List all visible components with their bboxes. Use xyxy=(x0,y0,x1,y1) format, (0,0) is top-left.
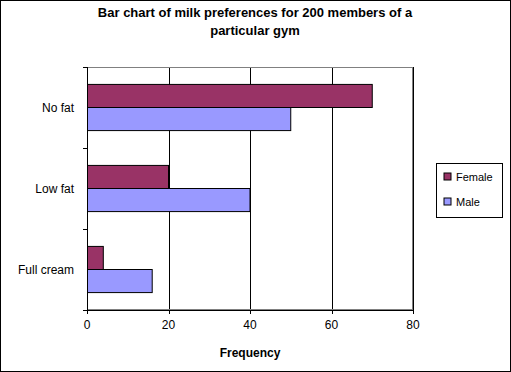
bar xyxy=(87,189,250,212)
plot-area xyxy=(87,67,413,310)
x-tick-label: 20 xyxy=(162,318,176,332)
category-label: Full cream xyxy=(18,263,74,277)
x-tick xyxy=(87,310,88,314)
category-tick xyxy=(83,310,87,311)
x-tick-label: 80 xyxy=(406,318,420,332)
chart-title: Bar chart of milk preferences for 200 me… xyxy=(98,5,413,38)
x-tick-label: 60 xyxy=(325,318,339,332)
bars xyxy=(87,84,372,292)
category-tick xyxy=(83,229,87,230)
category-tick xyxy=(83,67,87,68)
category-label: No fat xyxy=(42,101,75,115)
chart-svg: 0 20 40 60 80 No fat Low fat Full cream Frequenc… xyxy=(0,0,511,372)
chart-frame xyxy=(1,1,511,372)
bar xyxy=(87,108,291,131)
x-tick xyxy=(332,310,333,314)
bar xyxy=(87,165,169,188)
x-tick xyxy=(413,310,414,314)
legend-box xyxy=(437,164,503,218)
legend-label: Female xyxy=(456,171,493,183)
grid-line xyxy=(413,67,414,310)
x-tick-label: 40 xyxy=(243,318,257,332)
category-tick xyxy=(83,148,87,149)
x-tick xyxy=(169,310,170,314)
legend-swatch xyxy=(444,198,451,205)
legend-swatch xyxy=(444,173,451,180)
bar xyxy=(87,246,103,269)
legend-label: Male xyxy=(456,196,480,208)
x-axis-label: Frequency xyxy=(220,346,281,360)
bar xyxy=(87,270,152,293)
chart-container: 0 20 40 60 80 No fat Low fat Full cream Frequenc… xyxy=(0,0,511,372)
legend: Female Male xyxy=(437,164,503,218)
category-label: Low fat xyxy=(35,182,74,196)
x-tick-label: 0 xyxy=(84,318,91,332)
bar xyxy=(87,84,372,107)
grid-line xyxy=(87,67,88,310)
plot-border xyxy=(88,68,413,310)
y-axis-line xyxy=(87,67,88,310)
x-tick xyxy=(250,310,251,314)
